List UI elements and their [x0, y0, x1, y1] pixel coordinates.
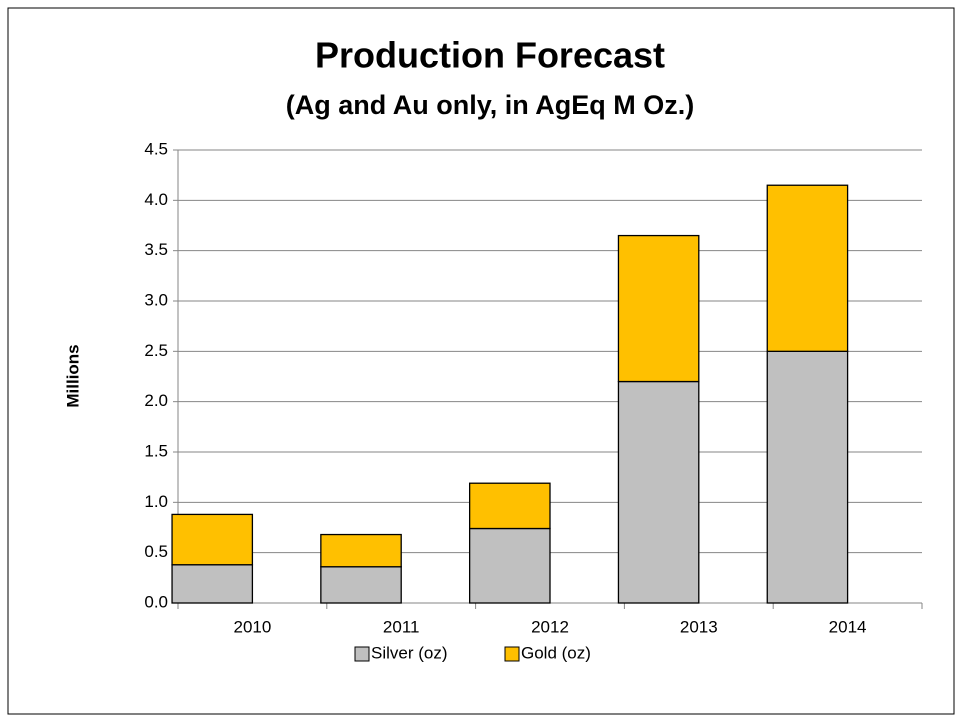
y-tick-label: 4.5 [144, 139, 168, 158]
chart-title: Production Forecast [315, 35, 665, 76]
legend-swatch [504, 646, 520, 662]
y-tick-label: 1.5 [144, 441, 168, 460]
x-tick-label: 2012 [531, 617, 569, 636]
y-tick-label: 2.0 [144, 391, 168, 410]
bar-segment [766, 350, 849, 604]
legend-swatch [354, 646, 370, 662]
y-tick-label: 1.0 [144, 492, 168, 511]
bar-segment [171, 564, 254, 604]
y-tick-label: 0.5 [144, 542, 168, 561]
x-tick-label: 2013 [680, 617, 718, 636]
y-tick-label: 3.0 [144, 290, 168, 309]
bar-segment [617, 234, 700, 383]
bar-segment [468, 482, 551, 530]
bar-segment [171, 513, 254, 566]
y-tick-label: 4.0 [144, 190, 168, 209]
y-tick-label: 0.0 [144, 592, 168, 611]
y-tick-label: 3.5 [144, 240, 168, 259]
bar-segment [766, 184, 849, 352]
bar-segment [617, 380, 700, 604]
x-tick-label: 2010 [233, 617, 271, 636]
bar-segment [468, 527, 551, 604]
y-tick-label: 2.5 [144, 341, 168, 360]
bar-segment [320, 533, 402, 568]
bar-segment [320, 566, 402, 604]
legend-label: Silver (oz) [371, 643, 448, 662]
x-tick-label: 2014 [829, 617, 867, 636]
x-tick-label: 2011 [383, 617, 420, 636]
chart-subtitle: (Ag and Au only, in AgEq M Oz.) [286, 90, 694, 120]
legend-label: Gold (oz) [521, 643, 591, 662]
y-axis-label: Millions [63, 344, 82, 407]
